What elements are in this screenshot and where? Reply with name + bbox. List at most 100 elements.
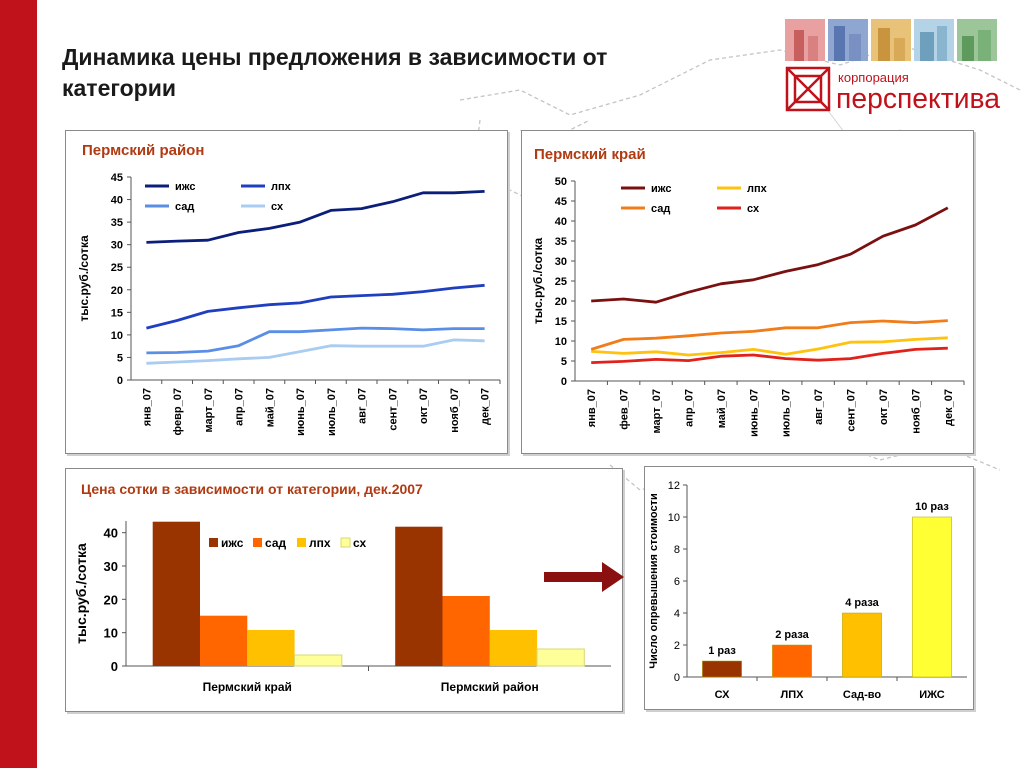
x-tick-label: окт_07 <box>878 389 890 425</box>
x-tick-label: июль_07 <box>326 388 338 436</box>
bar-sh <box>536 648 585 667</box>
x-tick-label: янв_07 <box>586 389 598 427</box>
y-tick-label: 50 <box>555 176 567 188</box>
y-tick-label: 10 <box>104 626 118 641</box>
series-line-sh <box>146 338 485 365</box>
legend-swatch-izhs <box>209 538 218 547</box>
x-tick-label: фев_07 <box>619 389 631 430</box>
x-tick-label: март_07 <box>203 388 215 432</box>
bar-chart-price-category: 0 10 20 30 40 Пермский край Пермский район тыс.… <box>73 521 611 694</box>
series-line-izhs <box>591 206 949 304</box>
bar <box>772 644 812 678</box>
x-tick-label: авг_07 <box>813 389 825 425</box>
logo-building-tiles <box>785 19 997 61</box>
accent-bar <box>0 0 37 768</box>
y-tick-label: 10 <box>555 336 567 348</box>
bar-chart-excess-ratio: 0 2 4 6 8 10 12 1 раз СХ 2 раза ЛПХ 4 раза Сад-во 10 … <box>648 480 967 701</box>
x-tick-label: май_07 <box>716 389 728 428</box>
series-line-lph <box>146 283 485 330</box>
y-tick-label: 20 <box>104 592 118 607</box>
line-chart-perm-krai: 0 5 10 15 20 25 30 35 40 45 50 янв_07 фев_07 март_07 а… <box>531 176 965 437</box>
bar-sad <box>200 615 248 666</box>
data-label: 2 раза <box>775 629 809 641</box>
legend-label-sad: сад <box>175 201 194 213</box>
legend-label-sh: сх <box>353 536 367 550</box>
y-tick-label: 40 <box>111 195 123 207</box>
arrow-right-icon <box>544 562 624 592</box>
bar-lph <box>489 630 538 666</box>
y-tick-label: 5 <box>561 356 567 368</box>
x-tick-label: окт_07 <box>418 388 430 424</box>
bar-izhs <box>395 526 443 666</box>
series-line-izhs <box>146 190 485 244</box>
chart-title-price-category: Цена сотки в зависимости от категории, д… <box>81 481 423 497</box>
legend-label-izhs: ижс <box>221 536 244 550</box>
line-chart-perm-district: 0 5 10 15 20 25 30 35 40 45 янв_07 февр_07 март_07 ап… <box>77 172 501 436</box>
y-tick-label: 20 <box>111 285 123 297</box>
chart-title-perm-krai: Пермский край <box>534 146 646 163</box>
x-tick-label: июнь_07 <box>748 389 760 437</box>
bar-sad <box>442 596 490 666</box>
x-tick-label: нояб_07 <box>449 388 461 433</box>
x-tick-label: Пермский край <box>203 680 292 694</box>
bar <box>702 660 742 678</box>
x-tick-label: дек_07 <box>480 388 492 425</box>
data-label: 10 раз <box>915 501 949 513</box>
data-label: 4 раза <box>845 597 879 609</box>
series-line-sad <box>146 326 485 355</box>
legend-swatch-lph <box>297 538 306 547</box>
y-axis-label: Число опревышения стоимости <box>648 493 660 668</box>
y-tick-label: 35 <box>555 236 567 248</box>
y-tick-label: 5 <box>117 352 123 364</box>
series-line-lph <box>591 336 948 357</box>
x-tick-label: сент_07 <box>846 389 858 432</box>
chart-panel-excess-ratio: 0 2 4 6 8 10 12 1 раз СХ 2 раза ЛПХ 4 раза Сад-во 10 … <box>644 466 974 710</box>
x-tick-label: дек_07 <box>943 389 955 426</box>
y-tick-label: 10 <box>668 512 680 524</box>
legend-label-sad: сад <box>265 536 286 550</box>
y-axis-label: тыс.руб./сотка <box>531 238 545 325</box>
x-tick-label: сент_07 <box>387 388 399 431</box>
y-tick-label: 15 <box>555 316 567 328</box>
data-label: 1 раз <box>708 645 736 657</box>
legend-swatch-sad <box>253 538 262 547</box>
x-tick-label: авг_07 <box>357 388 369 424</box>
legend-label-lph: лпх <box>747 183 768 195</box>
chart-title-perm-district: Пермский район <box>82 142 205 159</box>
chart-panel-perm-krai: Пермский край 0 5 10 15 20 25 30 35 40 45 50 янв_07… <box>521 130 974 454</box>
y-tick-label: 30 <box>104 559 118 574</box>
legend-label-lph: лпх <box>271 181 292 193</box>
bar-sh <box>294 654 343 667</box>
x-tick-label: июнь_07 <box>295 388 307 436</box>
bar-lph <box>247 630 295 666</box>
x-tick-label: Пермский район <box>441 680 539 694</box>
x-tick-label: СХ <box>715 689 731 701</box>
y-axis-label: тыс.руб./сотка <box>77 235 91 322</box>
y-tick-label: 4 <box>674 608 680 620</box>
x-tick-label: февр_07 <box>172 388 184 435</box>
page-title: Динамика цены предложения в зависимости … <box>62 44 608 101</box>
x-tick-label: май_07 <box>264 388 276 427</box>
y-tick-label: 40 <box>104 526 118 541</box>
y-tick-label: 20 <box>555 296 567 308</box>
legend-swatch-sh <box>340 537 351 548</box>
y-tick-label: 6 <box>674 576 680 588</box>
x-tick-label: янв_07 <box>141 388 153 426</box>
x-tick-label: ИЖС <box>919 689 945 701</box>
logo-text-small: корпорация <box>838 70 909 85</box>
legend-label-lph: лпх <box>309 536 331 550</box>
company-logo: корпорация перспектива <box>785 19 1001 115</box>
y-tick-label: 12 <box>668 480 680 492</box>
chart-panel-price-category: Цена сотки в зависимости от категории, д… <box>65 468 623 712</box>
legend-label-izhs: ижс <box>175 181 196 193</box>
y-tick-label: 30 <box>555 256 567 268</box>
chart-panel-perm-district: Пермский район 0 5 10 15 20 25 30 35 40 45 янв_07 ф… <box>65 130 508 454</box>
x-tick-label: апр_07 <box>683 389 695 427</box>
y-axis-label: тыс.руб./сотка <box>73 543 89 644</box>
y-tick-label: 45 <box>111 172 123 184</box>
series-line-sh <box>591 346 948 364</box>
y-tick-label: 25 <box>555 276 567 288</box>
legend-label-izhs: ижс <box>651 183 672 195</box>
y-tick-label: 35 <box>111 217 123 229</box>
legend-label-sh: сх <box>747 203 760 215</box>
